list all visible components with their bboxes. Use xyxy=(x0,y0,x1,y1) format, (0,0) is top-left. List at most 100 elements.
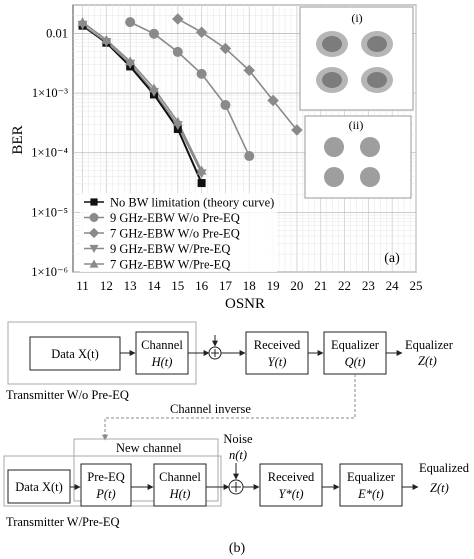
received-block-bottom-line1: Received xyxy=(268,470,315,484)
data-point-triangle-up xyxy=(196,165,207,175)
equalizer-block-top-line2: Q(t) xyxy=(345,355,366,369)
preeq-block-line1: Pre-EQ xyxy=(87,470,125,484)
x-tick-label: 17 xyxy=(219,278,233,293)
data-point-triangle-up xyxy=(77,17,88,27)
legend-label: 9 GHz-EBW W/o Pre-EQ xyxy=(110,211,240,225)
inset-i-cluster-core xyxy=(322,36,342,52)
data-point-circle xyxy=(125,17,136,28)
panel-b-label: (b) xyxy=(229,541,246,556)
data-block-top xyxy=(29,336,121,371)
equalizer-block-bottom-line1: Equalizer xyxy=(347,470,396,484)
legend-label: 7 GHz-EBW W/Pre-EQ xyxy=(110,258,230,272)
channel-block-top-line1: Channel xyxy=(141,338,183,352)
noise-label-line1: Noise xyxy=(223,432,253,446)
data-block-bottom xyxy=(7,469,71,504)
received-block-top-line2: Y(t) xyxy=(268,355,287,369)
legend-marker-diamond xyxy=(88,227,100,239)
data-point-circle xyxy=(220,100,231,111)
data-point-triangle-up xyxy=(101,34,112,44)
data-point-square xyxy=(197,179,206,188)
x-tick-label: 18 xyxy=(243,278,256,293)
legend-marker-circle xyxy=(89,213,99,222)
data-point-diamond xyxy=(243,64,256,77)
x-tick-label: 13 xyxy=(124,278,137,293)
data-point-diamond xyxy=(219,42,232,55)
output-bottom-line2: Z(t) xyxy=(430,481,449,495)
equalizer-block-top xyxy=(323,331,387,375)
equalizer-block-bottom xyxy=(339,463,403,507)
legend-label: No BW limitation (theory curve) xyxy=(110,196,274,210)
caption-transmitter-wo-preeq: Transmitter W/o Pre-EQ xyxy=(6,388,129,402)
x-tick-label: 21 xyxy=(314,278,327,293)
inset-i-cluster-core xyxy=(322,72,342,88)
x-tick-labels: 11 12 13 14 15 16 17 18 19 20 21 22 23 24 25 xyxy=(76,278,422,293)
x-tick-label: 24 xyxy=(386,278,400,293)
x-tick-label: 14 xyxy=(147,278,161,293)
output-top-line1: Equalizer xyxy=(405,338,454,352)
x-tick-label: 22 xyxy=(338,278,351,293)
data-point-circle xyxy=(196,68,207,79)
chart-legend: No BW limitation (theory curve)9 GHz-EBW… xyxy=(80,193,277,272)
received-block-bottom xyxy=(259,463,323,507)
ber-chart: 11 12 13 14 15 16 17 18 19 20 21 22 23 24 25 0.01 1×10⁻… xyxy=(10,4,423,312)
data-point-diamond xyxy=(195,26,208,38)
legend-label: 9 GHz-EBW W/Pre-EQ xyxy=(110,242,230,256)
x-tick-label: 16 xyxy=(195,278,209,293)
channel-block-bottom xyxy=(153,463,207,507)
preeq-block-line2: P(t) xyxy=(95,487,115,501)
inset-ii-cluster xyxy=(324,137,344,157)
received-block-top xyxy=(245,331,309,375)
data-point-triangle-up xyxy=(148,83,159,93)
data-point-triangle-up xyxy=(172,116,183,126)
channel-block-bottom-line2: H(t) xyxy=(169,487,191,501)
channel-inverse-path xyxy=(102,374,356,441)
inset-constellation-i: (i) xyxy=(299,6,414,111)
inset-ii-frame xyxy=(304,115,412,199)
inset-i-clusters xyxy=(316,31,393,93)
data-point-triangle-up xyxy=(125,56,136,66)
x-tick-label: 23 xyxy=(362,278,375,293)
x-tick-label: 15 xyxy=(171,278,184,293)
inset-i-cluster-core xyxy=(367,36,387,52)
chart-markers xyxy=(77,13,303,188)
channel-inverse-label: Channel inverse xyxy=(170,402,251,416)
x-tick-label: 19 xyxy=(267,278,280,293)
equalizer-block-top-line1: Equalizer xyxy=(331,338,380,352)
channel-block-top-line2: H(t) xyxy=(151,355,173,369)
inset-ii-cluster xyxy=(324,167,344,187)
inset-ii-cluster xyxy=(360,167,380,187)
legend-label: 7 GHz-EBW W/o Pre-EQ xyxy=(110,227,240,241)
inset-ii-cluster xyxy=(360,137,380,157)
output-top-line2: Z(t) xyxy=(418,354,437,368)
inset-ii-label: (ii) xyxy=(349,118,364,132)
legend-marker-square xyxy=(90,198,98,206)
data-point-diamond xyxy=(172,13,184,25)
preeq-block xyxy=(80,463,132,507)
y-tick-label: 0.01 xyxy=(46,26,68,40)
output-bottom-line1: Equalized xyxy=(419,461,470,475)
y-tick-labels: 0.01 1×10⁻³ 1×10⁻⁴ 1×10⁻⁵ 1×10⁻⁶ xyxy=(31,26,68,279)
data-point-diamond xyxy=(267,94,279,107)
y-tick-label: 1×10⁻⁶ xyxy=(31,265,68,279)
inset-constellation-ii: (ii) xyxy=(304,115,412,199)
caption-transmitter-w-preeq: Transmitter W/Pre-EQ xyxy=(6,515,120,529)
series-line xyxy=(177,18,298,131)
legend-marker-triangle-down xyxy=(89,244,99,253)
y-tick-label: 1×10⁻³ xyxy=(32,86,68,100)
data-block-top-label: Data X(t) xyxy=(51,347,99,361)
legend-marker-triangle-up xyxy=(89,259,99,268)
legend-background xyxy=(80,193,277,272)
new-channel-label: New channel xyxy=(116,441,182,455)
data-point-circle xyxy=(244,151,255,162)
noise-label-line2: n(t) xyxy=(229,448,247,462)
x-tick-label: 20 xyxy=(290,278,303,293)
x-tick-label: 12 xyxy=(100,278,113,293)
inset-i-cluster-core xyxy=(367,72,387,88)
received-block-bottom-line2: Y*(t) xyxy=(279,487,304,501)
x-tick-label: 25 xyxy=(410,278,423,293)
x-axis-label: OSNR xyxy=(225,296,265,312)
panel-a-label: (a) xyxy=(384,251,400,266)
data-point-circle xyxy=(172,46,183,57)
pre-eq-diagram: Data X(t) Channel H(t) Received Y(t) Equ… xyxy=(3,321,470,556)
x-tick-label: 11 xyxy=(76,278,89,293)
